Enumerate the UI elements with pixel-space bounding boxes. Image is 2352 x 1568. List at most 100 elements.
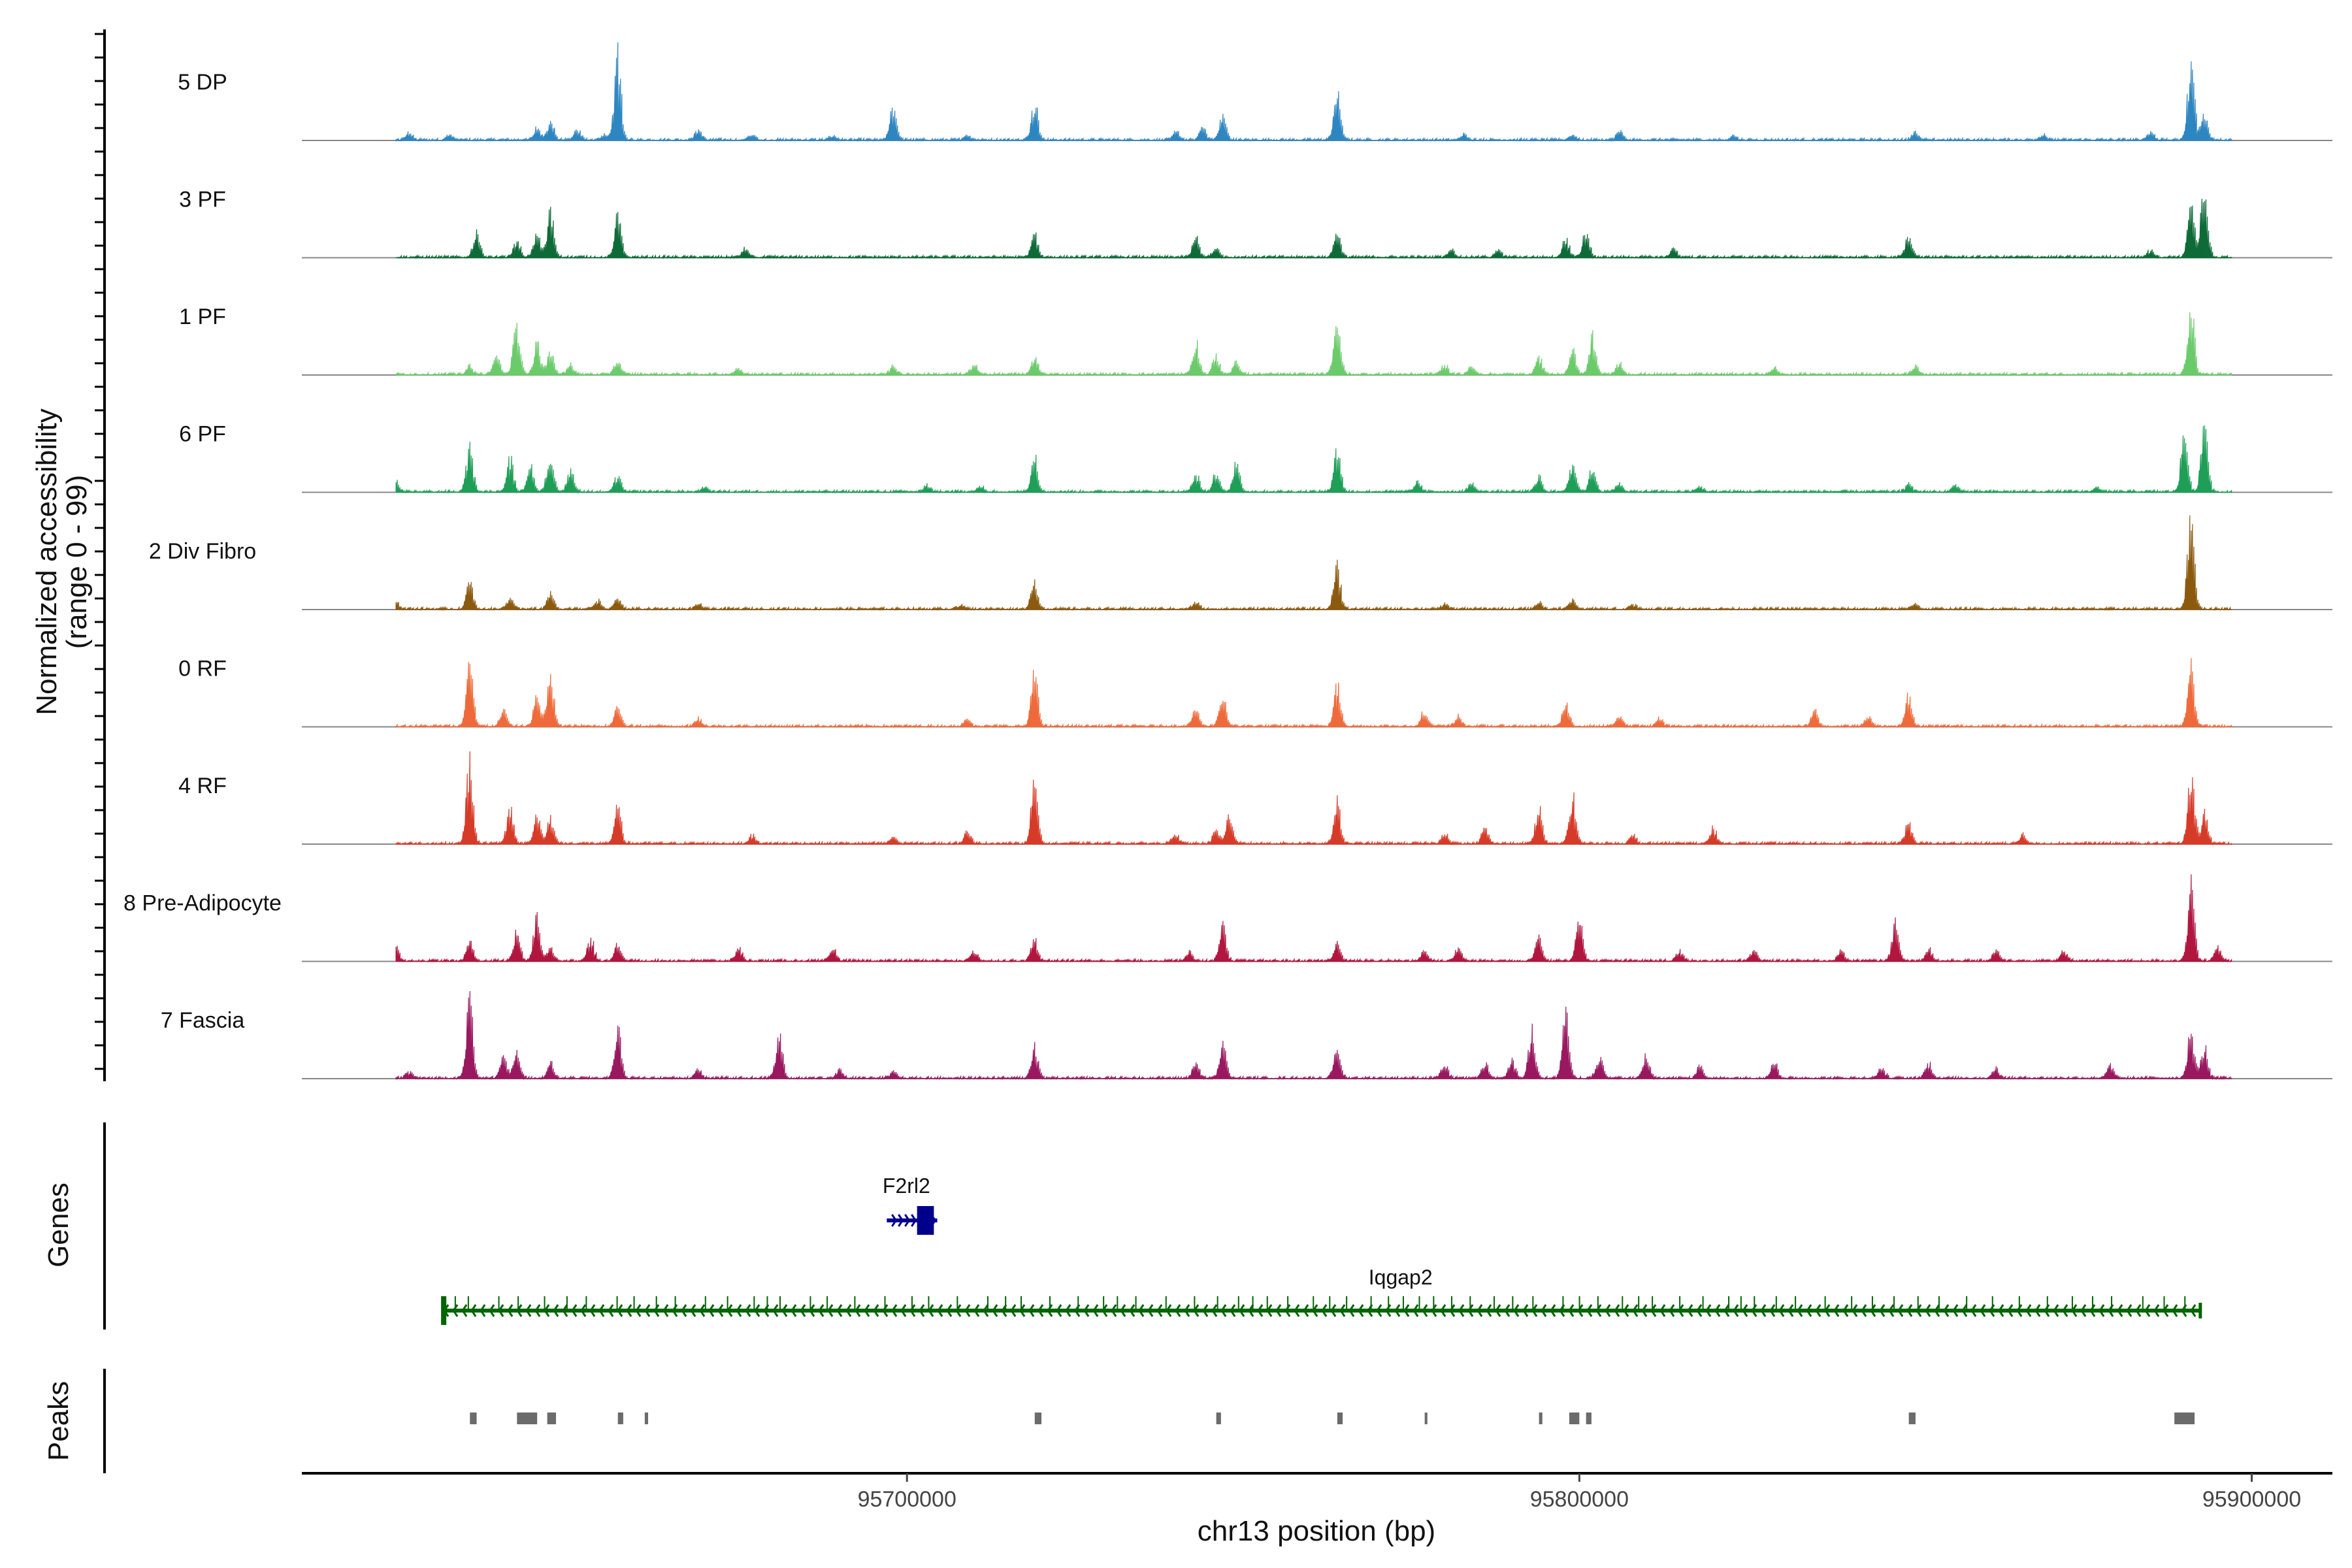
strand-arrow <box>937 1304 943 1317</box>
strand-arrow <box>1486 1304 1492 1317</box>
strand-arrow <box>1742 1304 1748 1317</box>
strand-arrow <box>1760 1304 1767 1317</box>
strand-arrow <box>562 1304 568 1317</box>
strand-arrow <box>2135 1304 2142 1317</box>
gene-label: Iqgap2 <box>1369 1266 1433 1289</box>
peak-region <box>517 1413 538 1424</box>
strand-arrow <box>1358 1304 1364 1317</box>
strand-arrow <box>1714 1304 1721 1317</box>
strand-arrow <box>2099 1304 2105 1317</box>
strand-arrow <box>1111 1304 1117 1317</box>
x-axis-ticks: 95700000 95800000 95900000 <box>858 1473 2301 1512</box>
strand-arrow <box>1641 1304 1648 1317</box>
track-label: 3 PF <box>179 188 226 212</box>
strand-arrow <box>708 1304 715 1317</box>
strand-arrow <box>946 1304 953 1317</box>
strand-arrow <box>1257 1304 1264 1317</box>
strand-arrow <box>1687 1304 1693 1317</box>
strand-arrow <box>736 1304 742 1317</box>
strand-arrow <box>1788 1304 1794 1317</box>
strand-arrow <box>617 1304 623 1317</box>
strand-arrow <box>507 1304 514 1317</box>
strand-arrow <box>2016 1304 2023 1317</box>
gene-iqgap2: Iqgap2 <box>441 1266 2202 1325</box>
y-axis-title-line1: Normalized accessibility <box>31 408 63 715</box>
strand-arrow <box>2025 1304 2032 1317</box>
strand-arrow <box>1842 1304 1849 1317</box>
strand-arrow <box>983 1304 989 1317</box>
strand-arrow <box>2053 1304 2059 1317</box>
strand-arrow <box>662 1304 669 1317</box>
y-axis-ticks <box>95 33 105 1070</box>
strand-arrow <box>2034 1304 2041 1317</box>
strand-arrow <box>1723 1304 1730 1317</box>
strand-arrow <box>1037 1304 1044 1317</box>
peak-region <box>644 1413 649 1424</box>
gene-annotation-track: F2rl2 Iqgap2 <box>441 1174 2202 1325</box>
strand-arrow <box>1815 1304 1821 1317</box>
track-4-rf: 4 RF <box>178 751 2332 846</box>
strand-arrow <box>1467 1304 1474 1317</box>
peak-region <box>1539 1413 1543 1424</box>
peak-region <box>617 1413 623 1424</box>
strand-arrow <box>1166 1304 1172 1317</box>
strand-arrow <box>1659 1304 1666 1317</box>
strand-arrow <box>1513 1304 1520 1317</box>
strand-arrow <box>1477 1304 1483 1317</box>
strand-arrow <box>1102 1304 1108 1317</box>
strand-arrow <box>1138 1304 1145 1317</box>
strand-arrow <box>1065 1304 1071 1317</box>
strand-arrow <box>653 1304 660 1317</box>
track-label: 1 PF <box>179 304 226 329</box>
strand-arrow <box>909 1304 916 1317</box>
strand-arrow <box>1220 1304 1227 1317</box>
strand-arrow <box>1568 1304 1575 1317</box>
strand-arrow <box>1586 1304 1593 1317</box>
strand-arrow <box>635 1304 642 1317</box>
strand-arrow <box>827 1304 834 1317</box>
peaks-panel-title: Peaks <box>42 1381 74 1461</box>
strand-arrow <box>1550 1304 1556 1317</box>
strand-arrow <box>571 1304 578 1317</box>
strand-arrow <box>1339 1304 1346 1317</box>
strand-arrow <box>1970 1304 1977 1317</box>
strand-arrow <box>699 1304 706 1317</box>
strand-arrow <box>1696 1304 1703 1317</box>
strand-arrow <box>2062 1304 2068 1317</box>
strand-arrow <box>1998 1304 2004 1317</box>
track-3-pf: 3 PF <box>179 188 2332 259</box>
strand-arrow <box>1394 1304 1401 1317</box>
strand-arrow <box>1833 1304 1840 1317</box>
strand-arrow <box>1431 1304 1437 1317</box>
strand-arrow <box>2089 1304 2096 1317</box>
track-label: 0 RF <box>178 657 227 681</box>
strand-arrow <box>891 1304 898 1317</box>
strand-arrow <box>1348 1304 1355 1317</box>
strand-arrow <box>1156 1304 1163 1317</box>
strand-arrow <box>1705 1304 1712 1317</box>
strand-arrow <box>818 1304 825 1317</box>
strand-arrow <box>2007 1304 2014 1317</box>
strand-arrow <box>1028 1304 1035 1317</box>
track-signal <box>395 874 2232 963</box>
strand-arrow <box>1175 1304 1181 1317</box>
strand-arrow <box>1632 1304 1639 1317</box>
strand-arrow <box>608 1304 614 1317</box>
peak-region <box>470 1413 477 1424</box>
strand-arrow <box>1906 1304 1913 1317</box>
strand-arrow <box>1943 1304 1950 1317</box>
strand-arrow <box>470 1304 477 1317</box>
strand-arrow <box>1239 1304 1245 1317</box>
track-7-fascia: 7 Fascia <box>161 991 2332 1081</box>
peak-region <box>1337 1413 1343 1424</box>
peak-region <box>2174 1413 2195 1424</box>
strand-arrow <box>534 1304 541 1317</box>
strand-arrow <box>2172 1304 2178 1317</box>
gene-exon <box>917 1206 934 1235</box>
strand-arrow <box>2190 1304 2197 1317</box>
strand-arrow <box>1870 1304 1876 1317</box>
track-label: 7 Fascia <box>161 1008 245 1033</box>
y-axis-title: Normalized accessibility (range 0 - 99) <box>31 408 93 715</box>
strand-arrow <box>1916 1304 1922 1317</box>
strand-arrow <box>1248 1304 1254 1317</box>
